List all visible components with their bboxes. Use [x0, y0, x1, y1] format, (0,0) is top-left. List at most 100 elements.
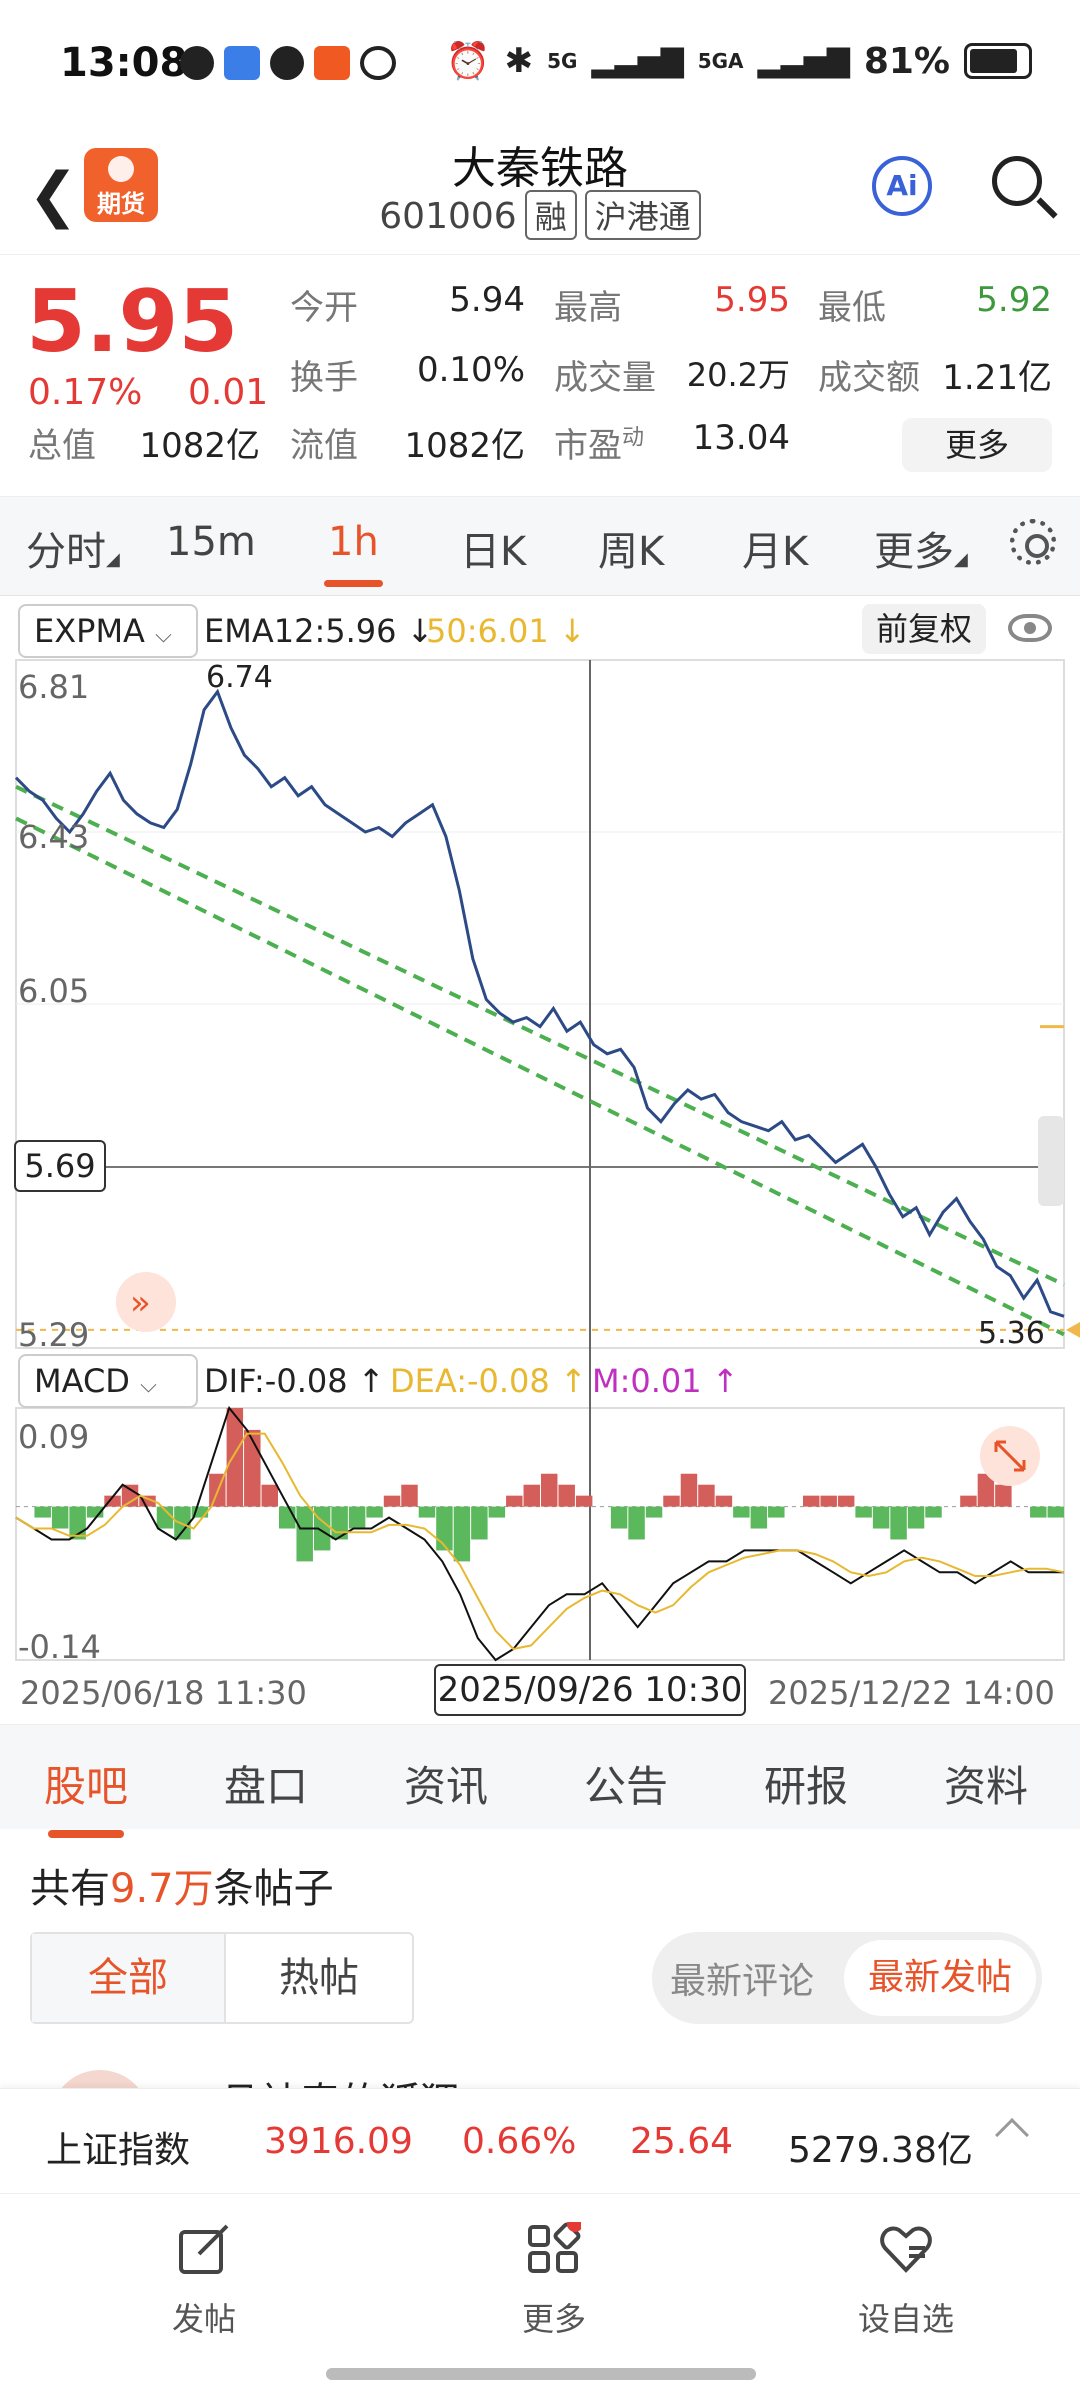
macd-bar [645, 1506, 663, 1518]
macd-bar [855, 1506, 872, 1518]
macd-bar [575, 1495, 593, 1507]
macd-axis-bottom: -0.14 [18, 1628, 101, 1666]
macd-bar [436, 1506, 453, 1551]
macd-bar [366, 1506, 383, 1518]
low-marker-label: 5.36 [978, 1316, 1045, 1351]
tab-1h[interactable]: 1h [324, 519, 383, 587]
price-axis-bottom: 5.29 [18, 1316, 90, 1354]
tab-research[interactable]: 研报 [764, 1762, 849, 1811]
dropdown-triangle-icon: ◢ [954, 549, 968, 570]
high-value: 5.95 [714, 280, 790, 320]
futures-logo-icon [108, 156, 134, 182]
edit-icon [177, 2222, 231, 2276]
macd-bar [121, 1484, 139, 1507]
tab-monthly-k[interactable]: 月K [742, 529, 809, 575]
sort-latest-post[interactable]: 最新发帖 [844, 1940, 1036, 2016]
battery-icon [964, 43, 1032, 79]
high-marker-label: 6.74 [206, 660, 273, 695]
dea-value: DEA:-0.08 ↑ [390, 1362, 587, 1400]
amount-label: 成交额 [818, 358, 920, 398]
index-pct: 0.66% [462, 2121, 577, 2162]
app-notification-icon [180, 46, 214, 80]
macd-bar [191, 1506, 209, 1518]
current-price-marker [1066, 1322, 1080, 1338]
tab-15m[interactable]: 15m [166, 519, 256, 565]
tab-timeshare[interactable]: 分时◢ [26, 529, 120, 575]
price-axis-mid2: 6.05 [18, 972, 90, 1010]
nav-more[interactable]: 更多 [474, 2216, 634, 2340]
pe-label: 市盈动 [554, 425, 645, 466]
macd-bar [401, 1484, 418, 1507]
macd-bar [51, 1506, 69, 1529]
adjust-button[interactable]: 前复权 [862, 604, 986, 654]
macd-bar [820, 1495, 837, 1507]
macd-bar [558, 1484, 575, 1507]
macd-bar [907, 1506, 925, 1529]
macd-bar [296, 1506, 313, 1562]
tab-guba[interactable]: 股吧 [44, 1753, 128, 1838]
macd-bar [139, 1495, 156, 1507]
macd-bar [86, 1506, 104, 1518]
sort-latest-comment[interactable]: 最新评论 [670, 1961, 815, 2002]
float-cap-value: 1082亿 [404, 426, 525, 466]
tab-pankou[interactable]: 盘口 [224, 1762, 309, 1811]
macd-bar [348, 1506, 366, 1529]
index-ticker[interactable]: 上证指数 3916.09 0.66% 25.64 5279.38亿 [0, 2088, 1080, 2193]
kline-chart[interactable]: » [0, 0, 1080, 1720]
more-quote-button[interactable]: 更多 [902, 418, 1052, 472]
notification-icons [180, 46, 396, 80]
macd-bar [104, 1495, 121, 1507]
macd-bar [803, 1495, 820, 1507]
macd-bar [837, 1495, 855, 1507]
tab-weekly-k[interactable]: 周K [598, 529, 665, 575]
macd-bar [628, 1506, 645, 1540]
content-tabs: 股吧 盘口 资讯 公告 研报 资料 [0, 1724, 1080, 1838]
ai-button[interactable]: Ai [872, 156, 932, 216]
macd-bar [1030, 1506, 1047, 1518]
macd-axis-top: 0.09 [18, 1418, 90, 1456]
search-icon[interactable] [992, 156, 1042, 206]
signal-5ga: 5GA [697, 49, 744, 73]
expand-panel-icon [116, 1272, 176, 1332]
tab-daily-k[interactable]: 日K [460, 529, 527, 575]
stock-code: 601006 [379, 196, 517, 237]
price-axis-top: 6.81 [18, 668, 90, 706]
tab-news[interactable]: 资讯 [404, 1762, 489, 1811]
chevron-up-icon[interactable] [995, 2118, 1029, 2152]
filter-all[interactable]: 全部 [32, 1934, 224, 2022]
main-indicator-select[interactable]: EXPMA ⌵ [18, 604, 198, 658]
macd-bar [750, 1506, 768, 1529]
nav-post[interactable]: 发帖 [124, 2222, 284, 2340]
index-name: 上证指数 [46, 2130, 191, 2171]
eye-icon[interactable] [1008, 614, 1052, 642]
macd-bar [541, 1473, 558, 1507]
pe-value: 13.04 [692, 418, 790, 458]
tab-announcements[interactable]: 公告 [584, 1762, 669, 1811]
battery-text: 81% [863, 40, 950, 82]
tab-profile[interactable]: 资料 [944, 1762, 1029, 1811]
dif-value: DIF:-0.08 ↑ [204, 1362, 385, 1400]
expand-arrows-icon: » [130, 1283, 151, 1323]
active-tab-underline [324, 580, 383, 587]
gear-icon[interactable] [1010, 519, 1056, 565]
stock-name: 大秦铁路 [452, 143, 628, 194]
macd-bar [523, 1484, 540, 1507]
back-button[interactable]: ❮ [28, 160, 79, 230]
nav-watchlist[interactable]: 设自选 [826, 2222, 986, 2340]
macd-bar [663, 1495, 680, 1507]
tab-more[interactable]: 更多◢ [874, 529, 968, 575]
futures-badge[interactable]: 期货 [84, 148, 158, 222]
chevron-down-icon: ⌵ [155, 623, 172, 648]
amount-value: 1.21亿 [942, 358, 1052, 398]
macd-bar [156, 1506, 174, 1529]
app-notification-icon [224, 46, 260, 80]
change-percent: 0.17% [28, 372, 143, 413]
x-label-start: 2025/06/18 11:30 [20, 1674, 307, 1712]
index-amount: 5279.38亿 [788, 2130, 973, 2171]
macd-bar [34, 1506, 51, 1518]
post-filter: 全部 热帖 [30, 1932, 414, 2024]
signal-5g: 5G [547, 49, 578, 73]
filter-hot[interactable]: 热帖 [224, 1934, 412, 2022]
macd-bar [995, 1484, 1012, 1507]
sub-indicator-select[interactable]: MACD ⌵ [18, 1354, 198, 1408]
